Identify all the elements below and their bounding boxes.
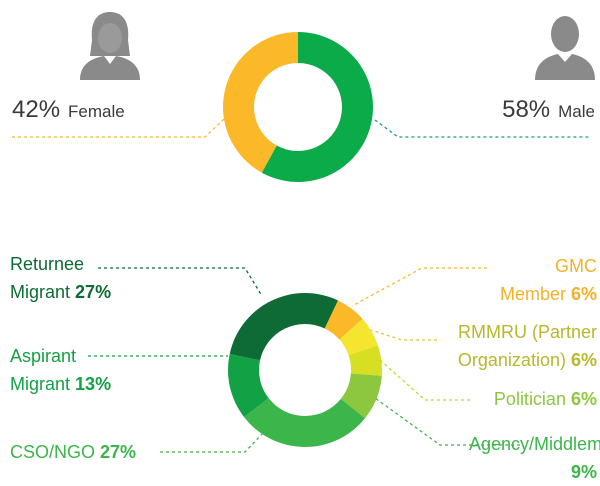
segment-label: CSO/NGO 27% bbox=[10, 438, 136, 466]
value-label: 42% bbox=[12, 96, 61, 123]
donut-segment bbox=[227, 353, 269, 418]
donut-segment bbox=[261, 32, 374, 182]
value-label: 27% bbox=[100, 442, 137, 462]
male-icon bbox=[535, 16, 595, 80]
category-label: GMC Member bbox=[499, 256, 597, 304]
leader-line bbox=[98, 267, 263, 297]
value-label: 27% bbox=[75, 282, 112, 302]
segment-label: 42% Female bbox=[12, 96, 125, 126]
value-label: 6% bbox=[570, 284, 597, 304]
value-label: 13% bbox=[75, 374, 112, 394]
value-label: 6% bbox=[570, 350, 597, 370]
category-label: Agency/Middleman bbox=[469, 434, 600, 454]
category-label: Male bbox=[558, 102, 595, 121]
category-label: CSO/NGO bbox=[10, 442, 96, 462]
donut-segment bbox=[223, 32, 298, 173]
donut-segment bbox=[339, 318, 378, 356]
segment-label: Agency/Middleman 9% bbox=[469, 430, 600, 486]
female-icon bbox=[80, 12, 140, 80]
leader-line bbox=[374, 397, 520, 446]
category-label: Returnee Migrant bbox=[10, 254, 85, 302]
category-label: Aspirant Migrant bbox=[10, 346, 77, 394]
segment-label: Aspirant Migrant 13% bbox=[10, 342, 130, 398]
donut-segment bbox=[244, 398, 366, 447]
leader-line bbox=[12, 117, 226, 138]
segment-label: Politician 6% bbox=[494, 385, 597, 413]
value-label: 9% bbox=[570, 462, 597, 482]
category-label: Female bbox=[68, 102, 125, 121]
leader-line bbox=[370, 329, 437, 341]
leader-line bbox=[379, 359, 470, 401]
leader-line bbox=[374, 119, 590, 138]
segment-label: 58% Male bbox=[502, 96, 595, 126]
leader-line bbox=[351, 267, 487, 307]
donut-segment bbox=[229, 293, 339, 361]
donut-segment bbox=[340, 373, 382, 419]
donut-segment bbox=[348, 345, 382, 376]
value-label: 58% bbox=[502, 96, 551, 123]
donut-segment bbox=[324, 300, 363, 340]
segment-label: GMC Member 6% bbox=[492, 252, 597, 308]
value-label: 6% bbox=[570, 389, 597, 409]
category-label: RMMRU (Partner Organization) bbox=[457, 322, 597, 370]
segment-label: RMMRU (Partner Organization) 6% bbox=[439, 318, 597, 374]
segment-label: Returnee Migrant 27% bbox=[10, 250, 130, 306]
leader-line bbox=[160, 429, 267, 453]
category-label: Politician bbox=[493, 389, 566, 409]
